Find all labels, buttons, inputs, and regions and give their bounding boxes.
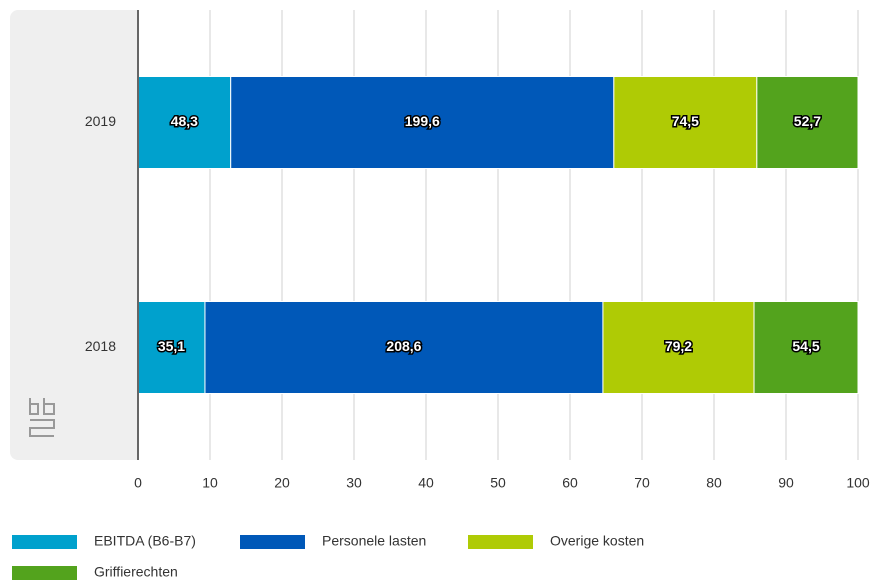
data-label: 35,1 bbox=[158, 338, 185, 354]
data-label: 79,2 bbox=[665, 338, 692, 354]
x-tick-label: 0 bbox=[134, 475, 142, 491]
x-tick-label: 70 bbox=[634, 475, 650, 491]
bar-segment bbox=[204, 301, 604, 394]
x-tick-label: 90 bbox=[778, 475, 794, 491]
x-tick-label: 60 bbox=[562, 475, 578, 491]
bar-segment bbox=[613, 76, 758, 169]
x-tick-label: 10 bbox=[202, 475, 218, 491]
bar-segment bbox=[137, 301, 206, 394]
legend-label: Griffierechten bbox=[94, 564, 178, 580]
data-label: 52,7 bbox=[794, 113, 821, 129]
legend-label: Overige kosten bbox=[550, 533, 644, 549]
x-tick-label: 50 bbox=[490, 475, 506, 491]
category-panel bbox=[10, 10, 150, 460]
logo bbox=[29, 398, 55, 437]
x-tick-label: 100 bbox=[846, 475, 870, 491]
legend-swatch bbox=[240, 535, 305, 549]
x-tick-label: 20 bbox=[274, 475, 290, 491]
y-tick-label: 2018 bbox=[85, 338, 116, 354]
data-label: 48,3 bbox=[171, 113, 198, 129]
bar-segment bbox=[753, 301, 859, 394]
legend-swatch bbox=[468, 535, 533, 549]
data-label: 208,6 bbox=[386, 338, 421, 354]
bar-segment bbox=[756, 76, 859, 169]
data-label: 74,5 bbox=[672, 113, 699, 129]
data-label: 54,5 bbox=[792, 338, 819, 354]
legend-label: Personele lasten bbox=[322, 533, 426, 549]
x-tick-label: 40 bbox=[418, 475, 434, 491]
bar-segment bbox=[602, 301, 755, 394]
x-tick-label: 30 bbox=[346, 475, 362, 491]
legend-swatch bbox=[12, 535, 77, 549]
legend-swatch bbox=[12, 566, 77, 580]
x-tick-label: 80 bbox=[706, 475, 722, 491]
data-label: 199,6 bbox=[405, 113, 440, 129]
legend-label: EBITDA (B6-B7) bbox=[94, 533, 196, 549]
y-tick-label: 2019 bbox=[85, 113, 116, 129]
